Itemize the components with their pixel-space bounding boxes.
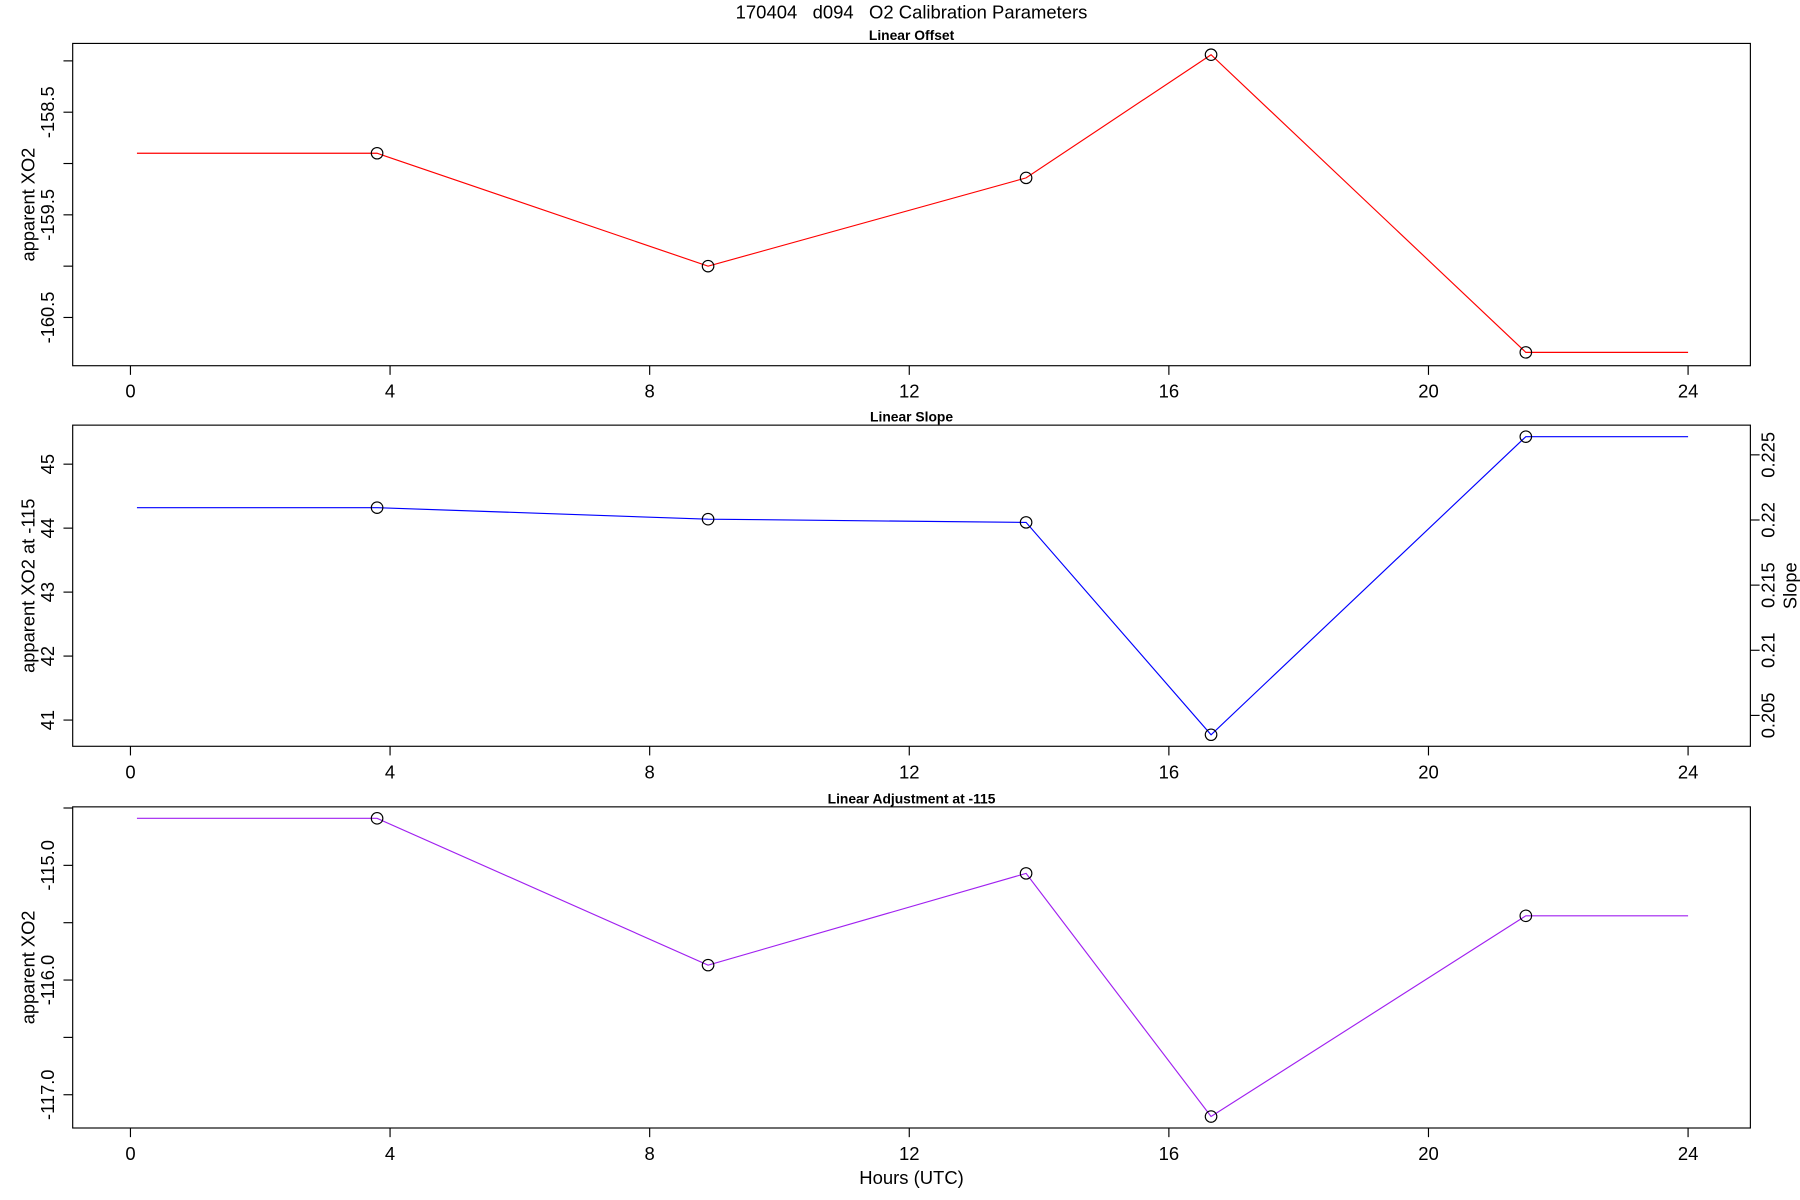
point — [1019, 171, 1033, 185]
plot-box — [72, 424, 1751, 747]
panel-title: Linear Adjustment at -115 — [828, 791, 996, 806]
y-tick-label: 45 — [37, 454, 58, 474]
plot-box — [72, 42, 1751, 367]
point — [1519, 430, 1533, 443]
y2-tick-label: 0.22 — [1758, 502, 1779, 538]
point — [701, 958, 715, 972]
x-tick-label: 0 — [125, 761, 135, 782]
y-tick-label: -160.5 — [37, 292, 58, 344]
y2-axis-label: Slope — [1779, 562, 1800, 609]
y2-tick-label: 0.205 — [1758, 693, 1779, 739]
x-tick-label: 12 — [899, 1143, 920, 1164]
point — [370, 146, 384, 160]
y2-tick-label: 0.21 — [1758, 632, 1779, 668]
y2-tick-label: 0.215 — [1758, 562, 1779, 608]
y-axis-label: apparent XO2 — [18, 148, 39, 262]
x-tick-label: 8 — [645, 381, 655, 402]
y-tick-label: -159.5 — [37, 189, 58, 241]
y-tick-label: 41 — [37, 710, 58, 730]
y-tick-label: 42 — [37, 646, 58, 666]
point — [370, 812, 384, 825]
x-tick-label: 24 — [1678, 761, 1699, 782]
panel-title: Linear Offset — [869, 28, 955, 43]
panel-title: Linear Slope — [870, 410, 953, 425]
x-tick-label: 16 — [1159, 381, 1180, 402]
x-tick-label: 12 — [899, 761, 920, 782]
point — [1204, 1110, 1218, 1123]
x-tick-label: 16 — [1159, 1143, 1180, 1164]
point — [1519, 909, 1533, 923]
x-tick-label: 4 — [385, 761, 395, 782]
series-line — [136, 53, 1689, 353]
point — [1204, 48, 1218, 62]
point — [1019, 867, 1033, 880]
y-tick-label: -117.0 — [37, 1070, 58, 1120]
point — [1019, 516, 1033, 529]
x-tick-label: 20 — [1418, 761, 1439, 782]
x-axis-label: Hours (UTC) — [859, 1167, 964, 1188]
point — [1519, 346, 1533, 359]
y2-tick-label: 0.225 — [1758, 432, 1779, 478]
point — [701, 512, 715, 526]
x-tick-label: 12 — [899, 381, 920, 402]
x-tick-label: 20 — [1418, 1143, 1439, 1164]
y-tick-label: -116.0 — [37, 955, 58, 1005]
x-tick-label: 20 — [1418, 381, 1439, 402]
series-line — [136, 817, 1689, 1118]
x-tick-label: 0 — [125, 381, 135, 402]
x-tick-label: 16 — [1159, 761, 1180, 782]
x-tick-label: 8 — [645, 761, 655, 782]
y-tick-label: 44 — [37, 518, 58, 538]
y-tick-label: -115.0 — [37, 840, 58, 890]
x-tick-label: 24 — [1678, 381, 1699, 402]
point — [701, 259, 715, 273]
x-tick-label: 24 — [1678, 1143, 1699, 1164]
x-tick-label: 0 — [125, 1143, 135, 1164]
y-tick-label: 43 — [37, 582, 58, 602]
point — [370, 501, 384, 514]
y-axis-label: apparent XO2 — [18, 911, 39, 1025]
y-axis-label: apparent XO2 at -115 — [18, 499, 39, 673]
y-tick-label: -158.5 — [37, 86, 58, 138]
x-tick-label: 4 — [385, 381, 395, 402]
plot-box — [72, 806, 1751, 1129]
figure-title: 170404 d094 O2 Calibration Parameters — [736, 1, 1088, 22]
point — [1204, 728, 1218, 742]
x-tick-label: 8 — [645, 1143, 655, 1164]
x-tick-label: 4 — [385, 1143, 395, 1164]
series-line — [136, 436, 1689, 736]
